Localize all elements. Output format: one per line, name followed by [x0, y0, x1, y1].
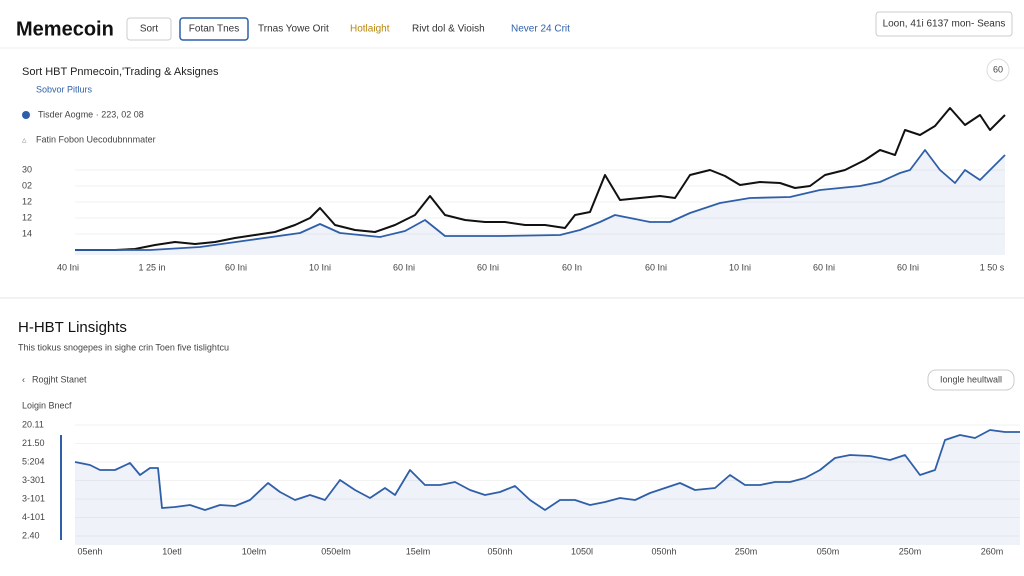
control-icon: ‹	[22, 374, 25, 384]
y-tick-label: 21.50	[22, 438, 45, 448]
x-tick-label: 10elm	[242, 546, 267, 556]
nav-link[interactable]: Trnas Yowe Orit	[258, 24, 329, 35]
filter-button[interactable]	[179, 17, 249, 41]
x-tick-label: 05enh	[77, 546, 102, 556]
axis-title: Loigin Bnecf	[22, 400, 72, 410]
x-tick-label: 60 In	[562, 262, 582, 272]
y-tick-label: 12	[22, 196, 32, 206]
x-tick-label: 10etl	[162, 546, 182, 556]
x-tick-label: 260m	[981, 546, 1004, 556]
x-tick-label: 40 Ini	[57, 262, 79, 272]
badge-label[interactable]: 60	[993, 64, 1003, 74]
x-tick-label: 050elm	[321, 546, 351, 556]
x-tick-label: 60 Ini	[897, 262, 919, 272]
y-tick-label: 4-101	[22, 512, 45, 522]
y-tick-label: 14	[22, 228, 32, 238]
x-tick-label: 60 Ini	[477, 262, 499, 272]
nav-link[interactable]: Never 24 Crit	[511, 24, 570, 35]
line	[74, 429, 1020, 511]
toggle-label[interactable]: Iongle heultwall	[940, 374, 1002, 384]
sort-button[interactable]	[126, 17, 172, 41]
chart-subtitle: This tiokus snogepes in sighe crin Toen …	[18, 342, 229, 352]
x-tick-label: 050m	[817, 546, 840, 556]
legend-label: Tisder Aogme · 223, 02 08	[38, 109, 144, 119]
x-tick-label: 1 50 s	[980, 262, 1005, 272]
nav-link[interactable]: Rivt dol & Vioish	[412, 24, 485, 35]
y-tick-label: 2.40	[22, 530, 40, 540]
x-tick-label: 10 Ini	[729, 262, 751, 272]
y-tick-label: 02	[22, 180, 32, 190]
line	[75, 107, 1006, 251]
sort-label[interactable]: Sort	[140, 24, 159, 35]
chart-title: Sort HBT Pnmecoin,'Trading & Aksignes	[22, 66, 219, 78]
y-tick-label: 30	[22, 164, 32, 174]
x-tick-label: 1 25 in	[138, 262, 165, 272]
x-tick-label: 1050l	[571, 546, 593, 556]
x-tick-label: 10 Ini	[309, 262, 331, 272]
x-tick-label: 250m	[899, 546, 922, 556]
filter-label[interactable]: Fotan Tnes	[189, 24, 239, 35]
chart-title: H-HBT Linsights	[18, 319, 127, 336]
toggle-button[interactable]	[927, 369, 1015, 391]
chart-note: Fatin Fobon Uecodubnnmater	[36, 134, 156, 144]
y-tick-label: 3-301	[22, 475, 45, 485]
x-tick-label: 050nh	[651, 546, 676, 556]
brand: Memecoin	[16, 18, 114, 40]
x-tick-label: 60 Ini	[225, 262, 247, 272]
legend-dot	[22, 111, 30, 119]
x-tick-label: 60 Ini	[813, 262, 835, 272]
badge-button[interactable]	[986, 58, 1010, 82]
x-tick-label: 15elm	[406, 546, 431, 556]
nav-link[interactable]: Hotlaight	[350, 24, 390, 35]
line	[75, 149, 1006, 251]
x-tick-label: 250m	[735, 546, 758, 556]
chart-subtitle: Sobvor Pitlurs	[36, 84, 93, 94]
account-button[interactable]	[875, 11, 1013, 37]
area	[75, 430, 1020, 545]
area	[75, 150, 1005, 255]
x-tick-label: 60 Ini	[393, 262, 415, 272]
y-tick-label: 5:204	[22, 456, 45, 466]
x-tick-label: 050nh	[487, 546, 512, 556]
x-tick-label: 60 Ini	[645, 262, 667, 272]
control-label[interactable]: Rogjht Stanet	[32, 374, 87, 384]
account-label[interactable]: Loon, 41i 6137 mon- Seans	[883, 19, 1006, 30]
y-tick-label: 3-101	[22, 493, 45, 503]
y-tick-label: 12	[22, 212, 32, 222]
note-icon: ▵	[22, 134, 27, 144]
y-tick-label: 20.11	[22, 419, 44, 429]
